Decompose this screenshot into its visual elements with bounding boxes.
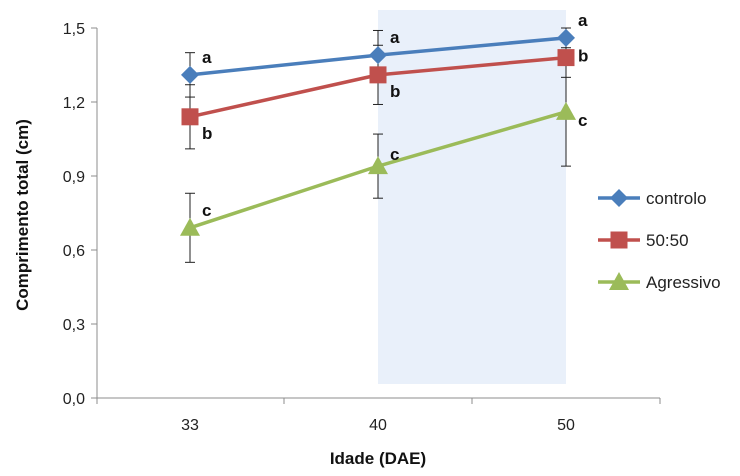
significance-letter-controlo: a [578, 11, 588, 30]
x-tick-label: 50 [557, 417, 575, 434]
x-tick-label: 33 [181, 417, 199, 434]
significance-letter-agressivo: c [578, 111, 587, 130]
y-tick-label: 0,0 [63, 391, 85, 408]
legend-label-50-50: 50:50 [646, 231, 689, 250]
data-point-controlo [557, 28, 575, 47]
legend-marker-50-50 [610, 231, 628, 249]
data-point-50-50 [369, 66, 387, 84]
legend-label-controlo: controlo [646, 189, 706, 208]
significance-letter-agressivo: c [390, 145, 399, 164]
data-point-50-50 [181, 108, 199, 126]
y-tick-label: 1,2 [63, 95, 85, 112]
legend-label-agressivo: Agressivo [646, 273, 721, 292]
data-point-controlo [181, 65, 199, 84]
y-tick-label: 0,6 [63, 243, 85, 260]
y-tick-label: 0,9 [63, 169, 85, 186]
significance-letter-controlo: a [202, 48, 212, 67]
legend-marker-agressivo [609, 272, 629, 290]
significance-letter-agressivo: c [202, 201, 211, 220]
y-tick-label: 1,5 [63, 21, 85, 38]
x-axis-title: Idade (DAE) [330, 449, 426, 468]
data-point-agressivo [556, 101, 576, 120]
legend-marker-controlo [610, 189, 628, 207]
data-point-agressivo [180, 217, 200, 236]
data-point-agressivo [368, 156, 388, 175]
significance-letter-50-50: b [578, 47, 588, 66]
significance-letter-controlo: a [390, 28, 400, 47]
significance-letter-50-50: b [390, 82, 400, 101]
data-point-50-50 [557, 49, 575, 67]
significance-letter-50-50: b [202, 124, 212, 143]
y-axis-title: Comprimento total (cm) [13, 119, 32, 311]
data-point-controlo [369, 46, 387, 65]
y-tick-label: 0,3 [63, 317, 85, 334]
x-tick-label: 40 [369, 417, 387, 434]
